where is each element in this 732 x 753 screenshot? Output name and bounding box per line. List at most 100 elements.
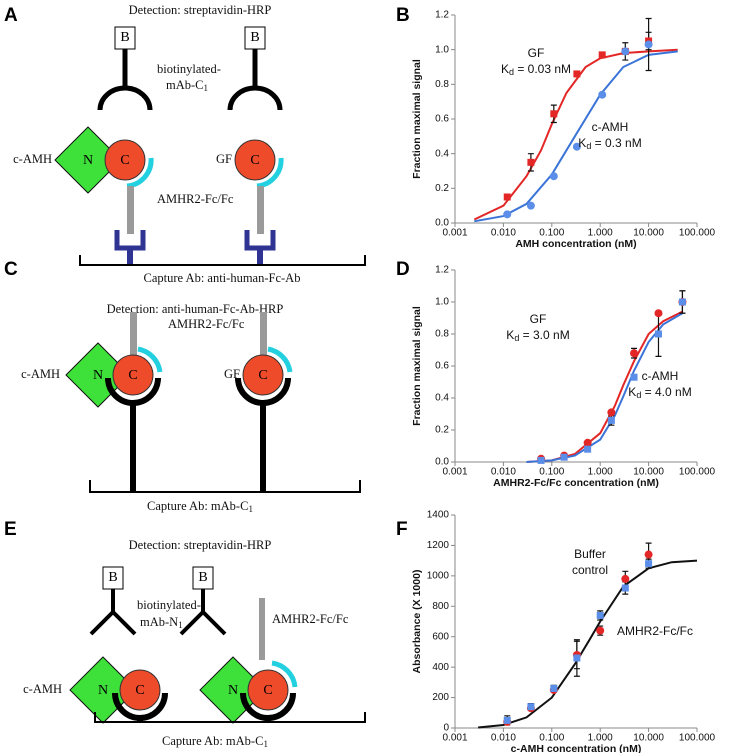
domain-label: N: [228, 683, 238, 698]
domain-label: C: [263, 683, 272, 698]
data-point: [560, 453, 568, 461]
data-point: [621, 47, 630, 56]
ligand-label: GF: [216, 152, 232, 166]
y-tick-label: 0.4: [435, 393, 449, 404]
capture-cup: [240, 692, 296, 721]
x-tick-label: 1.000: [588, 733, 613, 744]
data-point: [607, 408, 616, 417]
annotation: Kd = 4.0 nM: [628, 385, 691, 400]
label-part: Capture Ab: mAb-C: [162, 734, 263, 748]
fit-curve: [474, 50, 678, 223]
x-tick-label: 0.010: [491, 467, 516, 478]
biotin-tag: B: [120, 30, 129, 45]
receptor-arc: [271, 660, 298, 688]
data-point: [550, 684, 558, 692]
annotation: Kd = 0.03 nM: [501, 62, 571, 77]
annotation: GF: [528, 46, 545, 60]
y-axis-label: Fraction maximal signal: [411, 306, 423, 426]
fit-curve: [478, 559, 698, 729]
fc-stem: [127, 186, 134, 234]
detection-label: biotinylated-: [137, 598, 201, 612]
x-tick-label: 100.000: [679, 733, 716, 744]
domain-label: N: [93, 368, 103, 383]
panel-label: B: [396, 5, 410, 26]
data-point: [598, 51, 606, 59]
data-point: [678, 298, 686, 306]
domain-label: C: [258, 368, 267, 383]
x-tick-label: 10.000: [633, 467, 664, 478]
y-tick-label: 0.8: [435, 79, 449, 90]
y-axis-label: Fraction maximal signal: [411, 59, 423, 179]
data-point: [645, 560, 653, 568]
x-tick-label: 100.000: [679, 467, 716, 478]
annotation: c-AMH: [642, 369, 679, 383]
annotation: AMHR2-Fc/Fc: [617, 624, 693, 638]
kd-value: = 0.03 nM: [514, 62, 571, 76]
c-domain: [112, 354, 154, 396]
x-tick-label: 0.001: [442, 467, 467, 478]
plate: [89, 480, 361, 493]
plate: [79, 255, 366, 266]
fc-stem: [260, 312, 267, 357]
data-point: [526, 201, 535, 210]
data-point: [550, 110, 558, 118]
annotation: control: [572, 563, 608, 577]
x-tick-label: 0.100: [539, 733, 564, 744]
antibody-arch: [97, 85, 153, 111]
domain-label: C: [120, 153, 129, 168]
detection-label: biotinylated-: [157, 62, 221, 76]
y-tick-label: 200: [432, 692, 449, 703]
x-axis-label: AMHR2-Fc/Fc concentration (nM): [493, 477, 659, 489]
y-tick-label: 600: [432, 631, 449, 642]
x-axis-label: c-AMH concentration (nM): [511, 743, 642, 753]
annotation: Kd = 3.0 nM: [506, 328, 569, 343]
capture-cup: [105, 377, 161, 406]
data-point: [654, 309, 663, 318]
data-point: [596, 626, 605, 635]
capture-cup: [235, 377, 291, 406]
y-tick-label: 0.0: [435, 218, 449, 229]
y-tick-label: 1.0: [435, 297, 449, 308]
x-axis-label: AMH concentration (nM): [515, 238, 636, 250]
y-tick-label: 400: [432, 662, 449, 673]
y-tick-label: 0.2: [435, 425, 449, 436]
capture-cup: [112, 692, 168, 721]
detection-label: mAb-N1: [140, 615, 183, 630]
subscript: 1: [248, 504, 253, 514]
data-point: [654, 330, 662, 338]
x-tick-label: 0.100: [539, 467, 564, 478]
kd-symbol: K: [501, 62, 509, 76]
ligand-label: GF: [224, 367, 240, 381]
y-tick-label: 0.2: [435, 183, 449, 194]
ligand-label: c-AMH: [21, 367, 60, 381]
label-part: mAb-C: [166, 78, 204, 92]
x-tick-label: 0.001: [442, 228, 467, 239]
kd-subscript: d: [509, 67, 514, 77]
kd-value: = 4.0 nM: [641, 385, 691, 399]
y-axis-label: Absorbance (X 1000): [411, 570, 423, 674]
data-point: [598, 90, 607, 99]
annotation: GF: [530, 312, 547, 326]
domain-label: N: [83, 153, 93, 168]
x-tick-label: 10.000: [633, 733, 664, 744]
x-tick-label: 0.010: [491, 733, 516, 744]
receptor-label: AMHR2-Fc/Fc: [157, 192, 234, 206]
kd-subscript: d: [514, 333, 519, 343]
receptor-arc: [267, 346, 293, 373]
data-point: [607, 416, 615, 424]
antibody-arch: [227, 85, 283, 111]
y-tick-label: 0: [443, 723, 449, 734]
data-point: [572, 142, 581, 151]
ligand-label: c-AMH: [13, 152, 52, 166]
receptor-arc: [126, 157, 154, 189]
biotin-tag: B: [108, 570, 117, 585]
x-tick-label: 1.000: [588, 467, 613, 478]
annotation: c-AMH: [592, 120, 629, 134]
capture-label: Capture Ab: anti-human-Fc-Ab: [144, 271, 301, 285]
y-tick-label: 0.4: [435, 148, 449, 159]
data-point: [527, 158, 535, 166]
y-tick-label: 1200: [427, 540, 450, 551]
fc-stem: [130, 312, 137, 357]
data-point: [503, 193, 511, 201]
y-tick-label: 1.2: [435, 10, 449, 21]
